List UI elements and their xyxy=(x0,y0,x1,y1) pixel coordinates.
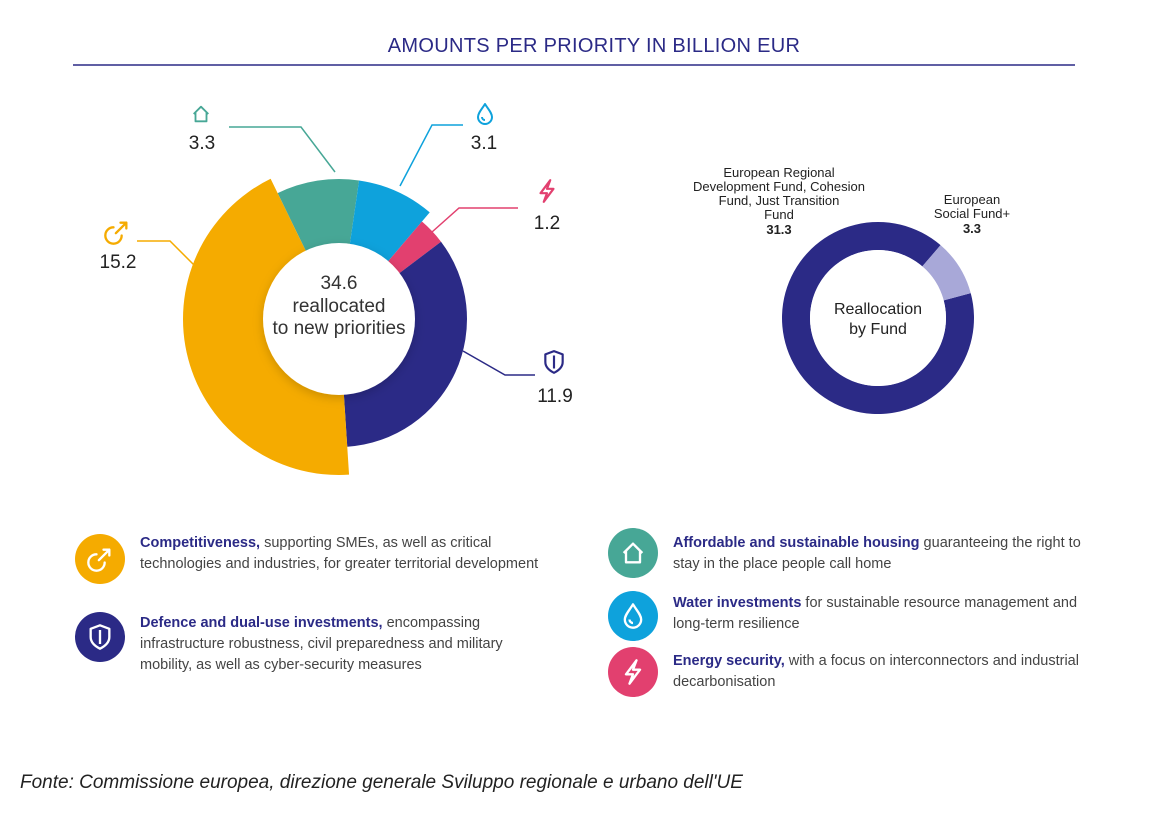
center-total: 34.6 xyxy=(321,273,358,294)
fund-labels: European Regional Development Fund, Cohe… xyxy=(693,165,1010,237)
value-label-defence: 11.9 xyxy=(537,386,573,407)
legend-item-competitiveness: Competitiveness, supporting SMEs, as wel… xyxy=(140,533,550,575)
fund-label-erdf-line-3: Fund, Just Transition xyxy=(719,193,840,208)
center-line-2: to new priorities xyxy=(272,318,405,339)
fund-center-line-1: Reallocation xyxy=(834,301,922,318)
house-icon xyxy=(192,105,210,123)
legend-item-energy: Energy security, with a focus on interco… xyxy=(673,651,1083,693)
priority-donut: 34.6 reallocated to new priorities xyxy=(182,178,467,476)
legend-title-energy: Energy security, xyxy=(673,653,785,669)
slice-defence xyxy=(343,241,467,447)
fund-label-esf-line-2: Social Fund+ xyxy=(934,206,1010,221)
source-note: Fonte: Commissione europea, direzione ge… xyxy=(20,772,743,793)
legend-icon-energy xyxy=(608,647,658,697)
value-label-energy: 1.2 xyxy=(534,213,560,234)
legend-title-competitiveness: Competitiveness, xyxy=(140,535,261,551)
callout-values: 3.3 3.1 1.2 11.9 15.2 xyxy=(100,133,573,407)
legend-icon-housing xyxy=(608,528,658,578)
leader-water xyxy=(399,124,463,187)
slice-energy xyxy=(386,221,442,275)
fund-label-erdf-line-4: Fund xyxy=(764,207,794,222)
house-icon xyxy=(608,528,658,578)
legend-title-water: Water investments xyxy=(673,595,802,611)
leader-energy xyxy=(431,207,518,233)
legend-text-energy: with a focus on interconnectors and indu… xyxy=(673,653,1079,690)
legend-icon-water xyxy=(608,591,658,641)
priority-donut-center: 34.6 reallocated to new priorities xyxy=(263,243,415,395)
legend-title-defence: Defence and dual-use investments, xyxy=(140,615,383,631)
fund-value-esf: 3.3 xyxy=(963,221,981,236)
lightning-icon xyxy=(608,647,658,697)
legend-text-water: for sustainable resource management and … xyxy=(673,595,1078,632)
legend-text-defence: encompassing infrastructure robustness, … xyxy=(140,615,503,673)
legend-item-water: Water investments for sustainable resour… xyxy=(673,593,1083,635)
leader-defence xyxy=(462,350,535,376)
chart-title: AMOUNTS PER PRIORITY IN BILLION EUR xyxy=(388,35,800,57)
fund-value-erdf: 31.3 xyxy=(766,222,791,237)
legend-icon-defence xyxy=(75,612,125,662)
fund-center-line-2: by Fund xyxy=(849,321,907,338)
legend-icon-competitiveness xyxy=(75,534,125,584)
slice-competitiveness xyxy=(182,178,350,476)
water-drop-icon xyxy=(608,591,658,641)
value-label-housing: 3.3 xyxy=(189,133,215,154)
fund-label-esf-line-1: European xyxy=(944,192,1000,207)
lightning-icon xyxy=(539,179,555,203)
value-label-competitiveness: 15.2 xyxy=(100,252,137,273)
legend-text-housing: guaranteeing the right to stay in the pl… xyxy=(673,535,1081,572)
fund-label-erdf-line-1: European Regional xyxy=(723,165,834,180)
leader-competitiveness xyxy=(137,240,196,267)
fund-donut: Reallocation by Fund xyxy=(782,222,974,414)
shield-icon xyxy=(544,350,564,374)
fund-label-erdf-line-2: Development Fund, Cohesion xyxy=(693,179,865,194)
legend-text-competitiveness: supporting SMEs, as well as critical tec… xyxy=(140,535,539,572)
leader-housing xyxy=(229,126,336,173)
legend-item-housing: Affordable and sustainable housing guara… xyxy=(673,533,1083,575)
legend-title-housing: Affordable and sustainable housing xyxy=(673,535,920,551)
value-label-water: 3.1 xyxy=(471,133,497,154)
legend-item-defence: Defence and dual-use investments, encomp… xyxy=(140,613,550,676)
slice-esf-plus xyxy=(922,245,971,301)
center-line-1: reallocated xyxy=(293,296,386,317)
callout-lines xyxy=(137,124,535,376)
slice-housing xyxy=(277,179,360,253)
growth-icon xyxy=(104,221,128,245)
water-drop-icon xyxy=(477,103,493,125)
slice-water xyxy=(349,180,430,263)
